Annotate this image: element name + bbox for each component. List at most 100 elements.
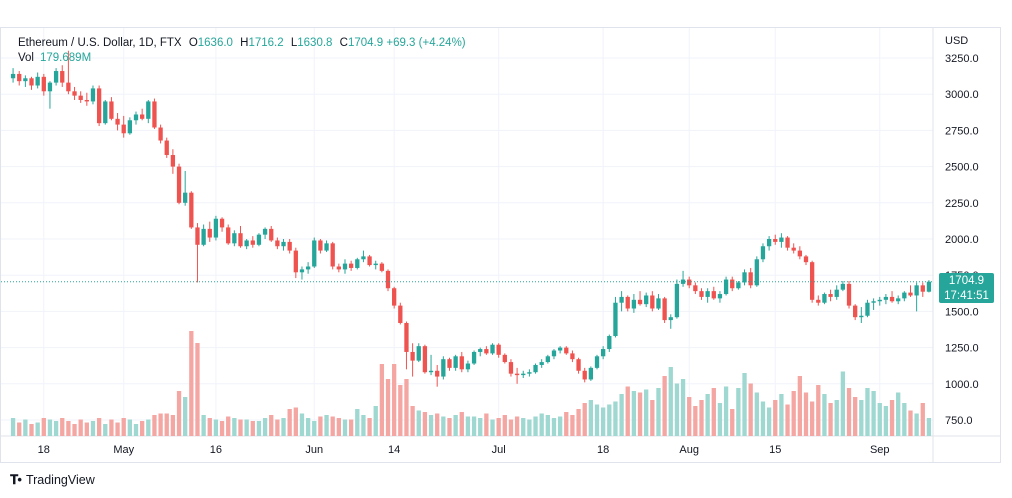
chart-frame: [0, 27, 1001, 463]
volume-bar: [760, 401, 766, 436]
volume-bar: [78, 419, 83, 436]
candle: [392, 286, 397, 309]
candle-body: [539, 362, 544, 365]
candle-body: [785, 237, 790, 248]
candle-body: [115, 118, 120, 125]
candle: [10, 68, 16, 83]
candle: [816, 295, 821, 306]
candle-body: [816, 299, 821, 303]
time-tick-label: Aug: [679, 444, 699, 456]
candle: [158, 124, 163, 144]
candle: [570, 350, 575, 363]
candle: [533, 363, 538, 374]
volume-bar: [889, 400, 895, 436]
candle-body: [164, 140, 169, 156]
candle: [232, 230, 237, 247]
volume-bar: [557, 416, 563, 436]
volume-bar: [447, 418, 452, 436]
candle: [127, 117, 133, 135]
candle: [201, 224, 206, 247]
candle-body: [244, 240, 249, 247]
volume-bar: [373, 406, 378, 436]
open-value: 1636.0: [197, 37, 233, 49]
currency-label[interactable]: USD: [945, 35, 969, 47]
tradingview-logo[interactable]: 𝐓• TradingView: [10, 472, 95, 488]
candle-body: [564, 347, 569, 354]
candle: [146, 99, 151, 124]
candle-body: [754, 259, 759, 286]
candle-body: [23, 78, 28, 82]
candle: [680, 270, 686, 287]
candle: [551, 349, 557, 360]
volume-bar: [564, 412, 569, 436]
volume-bar: [871, 391, 876, 436]
volume-bar: [152, 415, 157, 436]
candle: [674, 279, 680, 319]
volume-bar: [238, 419, 243, 436]
candle-body: [717, 294, 723, 299]
candle: [35, 72, 40, 89]
volume-bar: [478, 418, 483, 436]
candle-body: [650, 295, 655, 309]
time-tick-label: Jun: [305, 444, 323, 456]
candle-body: [748, 272, 753, 286]
candle-body: [521, 373, 526, 376]
candle-body: [324, 243, 329, 251]
candle: [748, 267, 753, 289]
candle-body: [557, 347, 563, 351]
volume-bar: [392, 364, 397, 436]
candle: [189, 191, 194, 229]
volume-bar: [766, 407, 772, 436]
volume-bar: [103, 424, 108, 436]
volume-bar: [262, 418, 268, 436]
volume-bar: [189, 331, 194, 436]
candle: [195, 223, 200, 283]
candle-body: [361, 256, 366, 260]
candle: [521, 370, 526, 379]
candle-body: [275, 240, 280, 247]
candle-body: [637, 299, 643, 305]
volume-bar: [613, 401, 618, 436]
price-tick-label: 2750.0: [945, 125, 979, 137]
candle: [920, 282, 925, 297]
volume-bar: [146, 419, 151, 436]
candle: [717, 291, 723, 303]
volume-bar: [287, 409, 292, 436]
price-tick-label: 3250.0: [945, 53, 979, 65]
volume-bar: [803, 392, 809, 436]
candle: [742, 269, 747, 286]
candle: [846, 280, 852, 309]
volume-bar: [508, 419, 514, 436]
candle-body: [791, 247, 796, 251]
close-label: C: [339, 37, 348, 49]
candle: [152, 98, 157, 129]
time-tick-label: 14: [388, 444, 400, 456]
candle-body: [90, 88, 96, 102]
volume-bar: [797, 376, 802, 436]
candle-body: [834, 289, 839, 297]
candle: [53, 68, 59, 86]
candle-body: [625, 296, 630, 309]
candle-body: [435, 370, 440, 377]
volume-bar: [336, 418, 341, 436]
volume-bar: [877, 403, 882, 436]
candle: [625, 295, 630, 312]
candle: [557, 346, 563, 354]
candle-body: [570, 353, 575, 360]
candle-body: [201, 228, 206, 245]
candle-body: [373, 263, 378, 266]
candle-body: [478, 349, 483, 352]
candle-body: [766, 239, 772, 247]
candle-body: [127, 120, 133, 134]
time-tick-label: 16: [210, 444, 222, 456]
volume-bar: [594, 404, 600, 436]
candle: [435, 364, 440, 387]
candle-body: [318, 240, 323, 251]
volume-label: Vol: [18, 52, 34, 64]
candle-body: [305, 266, 311, 270]
volume-bar: [367, 418, 372, 436]
candle-body: [355, 259, 360, 268]
low-label: L: [290, 37, 298, 49]
candle: [72, 86, 77, 100]
